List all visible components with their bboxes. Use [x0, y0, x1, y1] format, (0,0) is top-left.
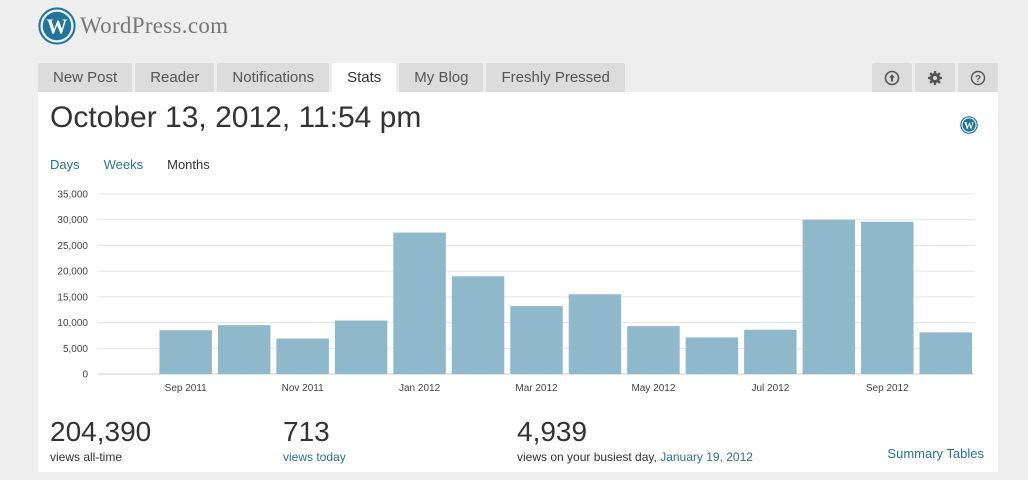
chart-xtick-label: Jul 2012 — [751, 383, 789, 394]
gear-icon — [928, 70, 942, 85]
stat-busiest: 4,939 views on your busiest day, January… — [517, 416, 753, 464]
chart-xtick-label: Sep 2011 — [165, 383, 208, 394]
wordpress-small-icon[interactable]: W — [960, 116, 978, 134]
summary-tables-link[interactable]: Summary Tables — [887, 446, 984, 461]
chart-ytick-label: 35,000 — [57, 190, 88, 201]
chart-ytick-label: 5,000 — [63, 344, 88, 355]
period-months[interactable]: Months — [167, 157, 210, 172]
stat-all-time-label: views all-time — [50, 450, 123, 464]
chart-xtick-label: May 2012 — [631, 383, 675, 394]
help-icon: ? — [970, 70, 986, 85]
upload-button[interactable] — [872, 63, 912, 92]
wordpress-logo-icon: W — [38, 7, 76, 45]
period-days[interactable]: Days — [50, 157, 80, 172]
period-weeks[interactable]: Weeks — [103, 157, 144, 172]
chart-xtick-label: Jan 2012 — [399, 383, 441, 394]
views-today-link[interactable]: views today — [283, 450, 346, 464]
chart-xtick-label: Sep 2012 — [866, 383, 909, 394]
chart-bar — [568, 294, 622, 374]
chart-xtick-label: Nov 2011 — [282, 383, 325, 394]
chart-bar — [451, 276, 505, 374]
wordpress-logo[interactable]: W WordPress.com — [38, 6, 228, 46]
chart-bar — [744, 329, 797, 374]
wordpress-wordmark: WordPress.com — [80, 13, 229, 38]
chart-bar — [685, 337, 739, 374]
chart-bar — [919, 332, 972, 374]
main-nav: New Post Reader Notifications Stats My B… — [38, 63, 628, 92]
chart-bar — [802, 219, 856, 374]
tab-new-post[interactable]: New Post — [38, 63, 133, 92]
svg-text:?: ? — [975, 73, 981, 84]
chart-bar — [861, 221, 914, 374]
page-title: October 13, 2012, 11:54 pm — [50, 101, 422, 134]
settings-button[interactable] — [915, 63, 955, 92]
svg-text:W: W — [964, 121, 974, 132]
busiest-day-link[interactable]: January 19, 2012 — [660, 450, 753, 464]
chart-ytick-label: 10,000 — [57, 318, 88, 329]
tab-stats[interactable]: Stats — [332, 63, 397, 92]
chart-ytick-label: 20,000 — [57, 267, 88, 278]
views-chart: 0 5,000 10,000 15,000 20,000 25,000 30,000 35,0… — [57, 190, 975, 394]
chart-ytick-label: 25,000 — [57, 241, 88, 252]
stat-busiest-value: 4,939 — [517, 416, 588, 447]
chart-bar — [510, 306, 563, 374]
chart-ytick-label: 30,000 — [57, 215, 88, 226]
period-selector: Days Weeks Months — [50, 157, 234, 172]
tab-reader[interactable]: Reader — [135, 63, 215, 92]
stat-all-time-value: 204,390 — [50, 416, 152, 447]
chart-bar — [334, 320, 388, 374]
stat-busiest-label: views on your busiest day, — [517, 450, 657, 464]
help-button[interactable]: ? — [958, 63, 998, 92]
tab-my-blog[interactable]: My Blog — [399, 63, 484, 92]
chart-xtick-label: Mar 2012 — [515, 383, 558, 394]
tab-freshly-pressed[interactable]: Freshly Pressed — [486, 63, 625, 92]
chart-bar — [393, 232, 446, 374]
chart-ytick-label: 15,000 — [57, 292, 88, 303]
tab-notifications[interactable]: Notifications — [217, 63, 330, 92]
upload-icon — [884, 70, 900, 85]
stats-panel: October 13, 2012, 11:54 pm W Days Weeks … — [38, 92, 998, 472]
stat-all-time: 204,390 views all-time — [50, 416, 151, 464]
stat-today-value: 713 — [283, 416, 330, 447]
chart-bar — [276, 338, 329, 374]
chart-bar — [159, 330, 212, 374]
chart-bar — [217, 325, 271, 374]
chart-ytick-label: 0 — [82, 370, 88, 381]
stat-busiest-caption: views on your busiest day, January 19, 2… — [517, 450, 753, 464]
stat-today: 713 views today — [283, 416, 346, 464]
svg-text:W: W — [47, 15, 68, 39]
toolbar: ? — [869, 63, 998, 92]
chart-bar — [627, 326, 680, 374]
